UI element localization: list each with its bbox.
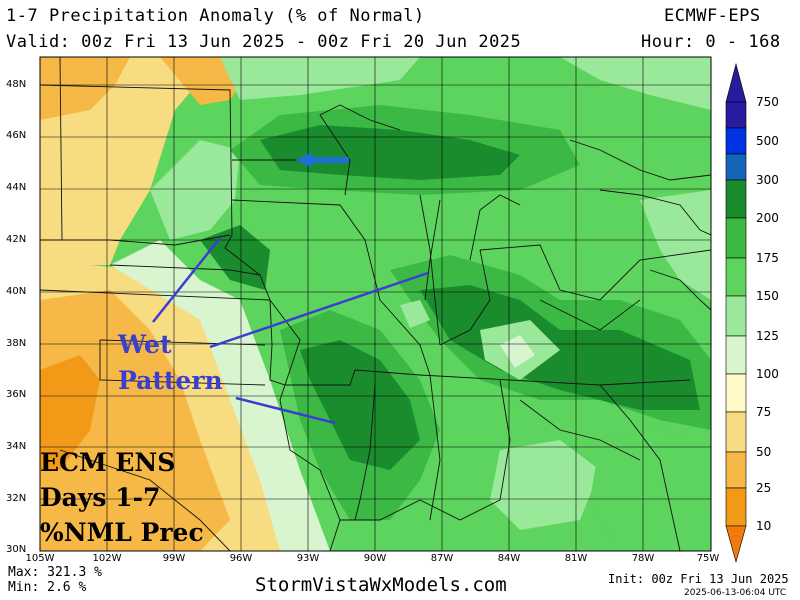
max-value: Max: 321.3 % [8,565,102,580]
lon-label: 105W [25,553,55,564]
lat-label: 40N [6,286,27,297]
lat-label: 38N [6,338,27,349]
lon-label: 93W [296,553,320,564]
lat-label: 30N [6,544,27,555]
model-name: ECMWF-EPS [664,6,761,26]
colorbar-label: 25 [756,481,772,495]
lon-label: 81W [564,553,588,564]
forecast-hours: Hour: 0 - 168 [641,32,781,52]
colorbar-label: 300 [756,173,779,187]
map-frame [39,56,712,552]
lon-label: 78W [631,553,655,564]
ens-label-line3: %NML Prec [40,518,204,547]
colorbar-label: 175 [756,251,779,265]
init-time: Init: 00z Fri 13 Jun 2025 [608,572,789,586]
orange-region [40,290,230,551]
lon-label: 90W [363,553,387,564]
marker-arrow-icon [296,152,349,168]
deep-orange-region [40,355,100,470]
colorbar-label: 100 [756,367,779,381]
lat-label: 42N [6,234,27,245]
colorbar-label: 75 [756,405,772,419]
lon-label: 84W [497,553,521,564]
colorbar-label: 125 [756,329,779,343]
lon-label: 87W [430,553,454,564]
colorbar-label: 500 [756,134,779,148]
lat-label: 34N [6,441,27,452]
colorbar-label: 50 [756,445,772,459]
lat-label: 32N [6,493,27,504]
lon-label: 99W [162,553,186,564]
lat-label: 48N [6,79,27,90]
lat-label: 46N [6,130,27,141]
ens-label-line1: ECM ENS [40,448,176,477]
lat-label: 44N [6,182,27,193]
lon-label: 75W [696,553,720,564]
state-boundaries [40,57,711,551]
lat-label: 36N [6,389,27,400]
colorbar-label: 200 [756,211,779,225]
lon-label: 96W [229,553,253,564]
min-value: Min: 2.6 % [8,580,87,595]
colorbar-top-triangle [725,62,747,103]
colorbar [725,62,747,564]
valid-period: Valid: 00z Fri 13 Jun 2025 - 00z Fri 20 … [6,32,522,52]
wet-pattern-arrows [152,237,429,425]
anomaly-field [40,57,711,551]
site-credit: StormVistaWxModels.com [255,574,507,596]
colorbar-label: 10 [756,519,772,533]
chart-title: 1-7 Precipitation Anomaly (% of Normal) [6,6,425,26]
colorbar-bottom-triangle [725,525,747,564]
wet-pattern-label-line1: Wet [118,330,172,359]
lon-label: 102W [92,553,122,564]
colorbar-label: 150 [756,289,779,303]
generated-timestamp: 2025-06-13-06:04 UTC [684,588,787,598]
colorbar-label: 750 [756,95,779,109]
wet-pattern-label-line2: Pattern [118,366,223,395]
ens-label-line2: Days 1-7 [40,483,161,512]
